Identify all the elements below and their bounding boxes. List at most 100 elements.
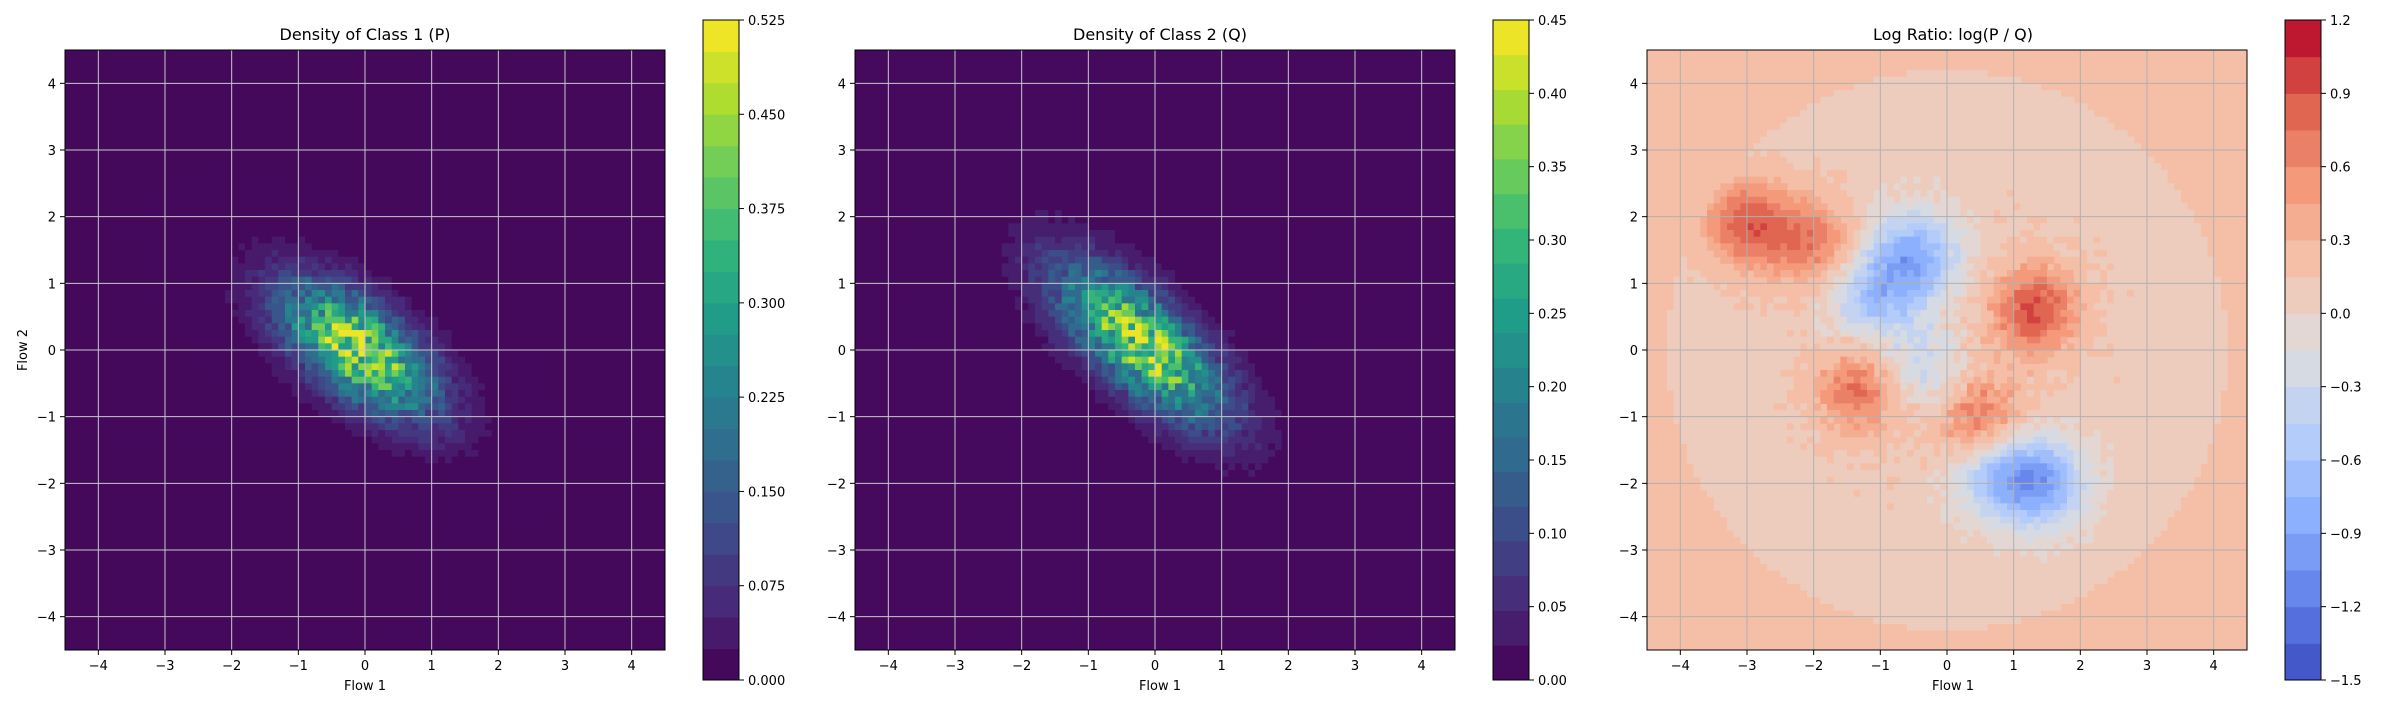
heatmap-cell — [1202, 390, 1209, 397]
heatmap-cell — [975, 237, 982, 244]
heatmap-cell — [1168, 383, 1175, 390]
heatmap-cell — [205, 217, 212, 224]
heatmap-cell — [1288, 457, 1295, 464]
heatmap-cell — [1208, 297, 1215, 304]
heatmap-cell — [1182, 437, 1189, 444]
heatmap-cell — [1248, 470, 1255, 477]
heatmap-cell — [412, 503, 419, 510]
heatmap-cell — [412, 510, 419, 517]
heatmap-cell — [1108, 423, 1115, 430]
heatmap-cell — [1275, 357, 1282, 364]
heatmap-cell — [1068, 437, 1075, 444]
heatmap-cell — [1188, 297, 1195, 304]
x-tick-label: −2 — [1012, 659, 1031, 674]
heatmap-cell — [318, 230, 325, 237]
heatmap-cell — [412, 497, 419, 504]
heatmap-cell — [338, 203, 345, 210]
heatmap-cell — [372, 303, 379, 310]
heatmap-cell — [1128, 457, 1135, 464]
heatmap-cell — [472, 297, 479, 304]
heatmap-cell — [485, 330, 492, 337]
heatmap-cell — [1168, 497, 1175, 504]
heatmap-cell — [338, 470, 345, 477]
heatmap-cell — [478, 430, 485, 437]
heatmap-cell — [245, 377, 252, 384]
heatmap-cell — [452, 297, 459, 304]
heatmap-cell — [1295, 537, 1302, 544]
heatmap-cell — [265, 363, 272, 370]
heatmap-cell — [245, 197, 252, 204]
heatmap-cell — [392, 503, 399, 510]
heatmap-cell — [1362, 470, 1369, 477]
heatmap-cell — [378, 330, 385, 337]
heatmap-cell — [372, 443, 379, 450]
heatmap-cell — [1068, 170, 1075, 177]
heatmap-cell — [205, 350, 212, 357]
heatmap-cell — [412, 397, 419, 404]
heatmap-cell — [1700, 283, 1707, 290]
heatmap-cell — [1195, 450, 1202, 457]
heatmap-cell — [512, 397, 519, 404]
heatmap-cell — [505, 443, 512, 450]
heatmap-cell — [928, 197, 935, 204]
heatmap-cell — [1128, 250, 1135, 257]
heatmap-cell — [452, 377, 459, 384]
heatmap-cell — [298, 417, 305, 424]
heatmap-cell — [472, 497, 479, 504]
heatmap-cell — [512, 423, 519, 430]
heatmap-cell — [995, 243, 1002, 250]
heatmap-cell — [1242, 530, 1249, 537]
heatmap-cell — [338, 317, 345, 324]
heatmap-cell — [485, 337, 492, 344]
heatmap-cell — [285, 263, 292, 270]
heatmap-cell — [185, 237, 192, 244]
heatmap-cell — [192, 190, 199, 197]
heatmap-cell — [1022, 177, 1029, 184]
heatmap-cell — [1208, 283, 1215, 290]
heatmap-cell — [392, 230, 399, 237]
heatmap-cell — [1235, 303, 1242, 310]
heatmap-cell — [1168, 417, 1175, 424]
heatmap-cell — [165, 223, 172, 230]
heatmap-cell — [1228, 530, 1235, 537]
heatmap-cell — [1694, 457, 1701, 464]
heatmap-cell — [1694, 437, 1701, 444]
heatmap-cell — [1288, 330, 1295, 337]
heatmap-cell — [332, 417, 339, 424]
heatmap-cell — [185, 330, 192, 337]
heatmap-cell — [1088, 230, 1095, 237]
heatmap-cell — [318, 430, 325, 437]
heatmap-cell — [1155, 230, 1162, 237]
heatmap-cell — [398, 350, 405, 357]
heatmap-cell — [1175, 510, 1182, 517]
heatmap-cell — [1242, 463, 1249, 470]
heatmap-cell — [1122, 423, 1129, 430]
heatmap-cell — [1035, 217, 1042, 224]
heatmap-cell — [982, 257, 989, 264]
heatmap-cell — [445, 443, 452, 450]
heatmap-cell — [1095, 397, 1102, 404]
colorbar-band — [703, 366, 739, 398]
heatmap-cell — [198, 350, 205, 357]
heatmap-cell — [1235, 370, 1242, 377]
heatmap-cell — [212, 370, 219, 377]
heatmap-cell — [345, 257, 352, 264]
heatmap-cell — [192, 323, 199, 330]
heatmap-cell — [318, 303, 325, 310]
heatmap-cell — [1255, 483, 1262, 490]
heatmap-cell — [372, 370, 379, 377]
heatmap-cell — [232, 297, 239, 304]
heatmap-cell — [518, 417, 525, 424]
heatmap-cell — [372, 417, 379, 424]
heatmap-cell — [1694, 257, 1701, 264]
heatmap-cell — [928, 263, 935, 270]
heatmap-cell — [438, 270, 445, 277]
heatmap-cell — [1135, 250, 1142, 257]
heatmap-cell — [312, 290, 319, 297]
heatmap-cell — [1162, 423, 1169, 430]
heatmap-cell — [412, 243, 419, 250]
heatmap-cell — [185, 290, 192, 297]
y-tick-label: −1 — [827, 411, 846, 426]
heatmap-cell — [252, 237, 259, 244]
heatmap-cell — [238, 230, 245, 237]
